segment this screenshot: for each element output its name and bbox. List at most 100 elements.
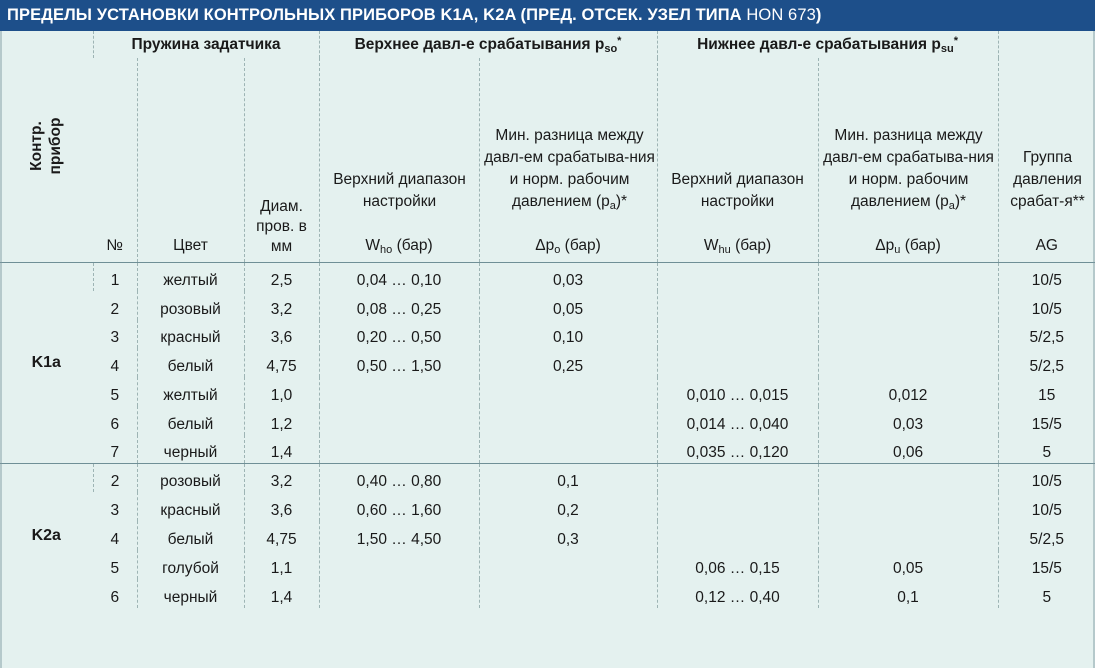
upper-min-diff-value: 0,03 — [478, 261, 658, 291]
lower-min-diff-value: 0,05 — [817, 549, 999, 579]
spring-color: голубой — [136, 549, 244, 579]
ag-value: 10/5 — [997, 261, 1095, 291]
lower-min-diff-value: 0,1 — [817, 578, 999, 608]
header-sub-row: № Цвет Диам. пров. в мм Верхний диапазон… — [0, 58, 1095, 262]
device-group-label: K1a — [0, 261, 93, 464]
upper-min-diff-value — [478, 434, 658, 464]
lower-min-text-sub: a — [948, 199, 955, 212]
upper-range-text: Верхний диапазон настройки — [333, 170, 466, 210]
wire-diameter: 4,75 — [243, 521, 320, 550]
table-row: 5 желтый 1,0 0,010 … 0,015 0,012 15 — [0, 377, 1095, 406]
spring-group-header: Пружина задатчика — [92, 31, 320, 58]
wire-diameter: 1,0 — [243, 377, 320, 406]
lower-range-unit-a: W — [703, 236, 719, 254]
lower-range-value: 0,014 … 0,040 — [656, 405, 819, 435]
upper-group-star: * — [617, 34, 622, 47]
table-row: 6 черный 1,4 0,12 … 0,40 0,1 5 — [0, 578, 1095, 608]
table-row: K2a 2 розовый 3,2 0,40 … 0,80 0,1 10/5 — [0, 463, 1095, 608]
diam-header: Диам. пров. в мм — [243, 58, 320, 262]
header-group-row: Контр. прибор Пружина задатчика Верхнее … — [0, 31, 1095, 175]
ag-value: 5/2,5 — [997, 348, 1095, 378]
upper-range-value — [318, 434, 480, 464]
lower-min-text-b: )* — [954, 192, 967, 210]
upper-pressure-group-header: Верхнее давл-е срабатывания pso* — [318, 31, 658, 58]
diam-header-text: Диам. пров. в мм — [256, 197, 307, 255]
lower-range-value: 0,12 … 0,40 — [656, 578, 819, 608]
upper-range-header: Верхний диапазон настройки Who (бар) — [318, 58, 480, 262]
no-header: № — [106, 236, 124, 254]
ag-value: 5 — [997, 578, 1095, 608]
wire-diameter: 1,4 — [243, 578, 320, 608]
frame-right-edge — [1093, 31, 1095, 668]
lower-group-star: * — [953, 34, 958, 47]
table-row: 3 красный 3,6 0,60 … 1,60 0,2 10/5 — [0, 492, 1095, 522]
lower-min-unit-b: (бар) — [900, 236, 941, 254]
upper-min-diff-value: 0,1 — [478, 463, 658, 493]
upper-min-header: Мин. разница между давл-ем срабатыва-ния… — [478, 58, 658, 262]
table-row: 6 белый 1,2 0,014 … 0,040 0,03 15/5 — [0, 405, 1095, 435]
lower-range-unit: Whu (бар) — [660, 235, 816, 257]
row-number: 2 — [110, 300, 120, 318]
lower-min-diff-value — [817, 492, 999, 522]
lower-min-unit-a: Δp — [875, 236, 895, 254]
ag-value: 10/5 — [997, 463, 1095, 493]
wire-diameter: 3,6 — [243, 492, 320, 522]
row-number: 4 — [110, 530, 120, 548]
wire-diameter: 3,6 — [243, 319, 320, 349]
spring-color: желтый — [136, 377, 244, 406]
lower-range-unit-b: (бар) — [730, 236, 772, 254]
wire-diameter: 3,2 — [243, 290, 320, 320]
table-row: 4 белый 4,75 1,50 … 4,50 0,3 5/2,5 — [0, 521, 1095, 550]
spring-color: белый — [136, 348, 244, 378]
ag-value: 15 — [997, 377, 1095, 406]
ag-header: Группа давления срабат-я** AG — [997, 58, 1095, 262]
upper-min-unit-b: (бар) — [560, 236, 601, 254]
wire-diameter: 4,75 — [243, 348, 320, 378]
table-title-text: ПРЕДЕЛЫ УСТАНОВКИ КОНТРОЛЬНЫХ ПРИБОРОВ K… — [7, 6, 747, 24]
table-row: 5 голубой 1,1 0,06 … 0,15 0,05 15/5 — [0, 549, 1095, 579]
lower-min-unit-sub: u — [894, 243, 901, 256]
row-number: 1 — [92, 261, 137, 291]
upper-min-unit: Δpo (бар) — [482, 235, 655, 257]
table-row: 4 белый 4,75 0,50 … 1,50 0,25 5/2,5 — [0, 348, 1095, 378]
ag-value: 15/5 — [997, 405, 1095, 435]
table-row: 7 черный 1,4 0,035 … 0,120 0,06 5 — [0, 434, 1095, 464]
lower-range-value — [656, 492, 819, 522]
lower-range-value — [656, 290, 819, 320]
row-number: 2 — [92, 463, 137, 493]
spring-color: белый — [136, 521, 244, 550]
ag-group-header — [997, 31, 1095, 58]
ag-value: 10/5 — [997, 492, 1095, 522]
spring-color: желтый — [136, 261, 244, 291]
lower-range-value — [656, 521, 819, 550]
upper-range-value: 0,20 … 0,50 — [318, 319, 480, 349]
wire-diameter: 2,5 — [243, 261, 320, 291]
upper-range-value: 0,40 … 0,80 — [318, 463, 480, 493]
ag-header-text: Группа давления срабат-я** — [1010, 148, 1085, 210]
lower-min-text: Мин. разница между давл-ем срабатыва-ния… — [821, 125, 997, 213]
upper-min-diff-value: 0,05 — [478, 290, 658, 320]
table-title-model: HON 673 — [746, 6, 816, 24]
device-group-label: K2a — [0, 463, 93, 608]
upper-min-text-a: Мин. разница между давл-ем срабатыва-ния… — [484, 126, 655, 210]
lower-range-text: Верхний диапазон настройки — [671, 170, 804, 210]
lower-min-unit: Δpu (бар) — [821, 235, 996, 257]
upper-min-diff-value — [478, 377, 658, 406]
table-title-close: ) — [815, 6, 822, 24]
upper-min-text-b: )* — [615, 192, 628, 210]
settings-table: Контр. прибор Пружина задатчика Верхнее … — [0, 31, 1095, 608]
lower-min-diff-value — [817, 463, 999, 493]
upper-group-sub: so — [604, 42, 618, 55]
upper-min-text: Мин. разница между давл-ем срабатыва-ния… — [482, 125, 658, 213]
upper-range-value — [318, 578, 480, 608]
row-number: 5 — [110, 386, 120, 404]
lower-range-value: 0,06 … 0,15 — [656, 549, 819, 579]
ag-value: 10/5 — [997, 290, 1095, 320]
upper-range-value: 0,50 … 1,50 — [318, 348, 480, 378]
row-number: 7 — [110, 444, 120, 462]
spring-color: красный — [136, 492, 244, 522]
ag-value: 5/2,5 — [997, 319, 1095, 349]
ag-value: 5/2,5 — [997, 521, 1095, 550]
upper-min-diff-value: 0,25 — [478, 348, 658, 378]
